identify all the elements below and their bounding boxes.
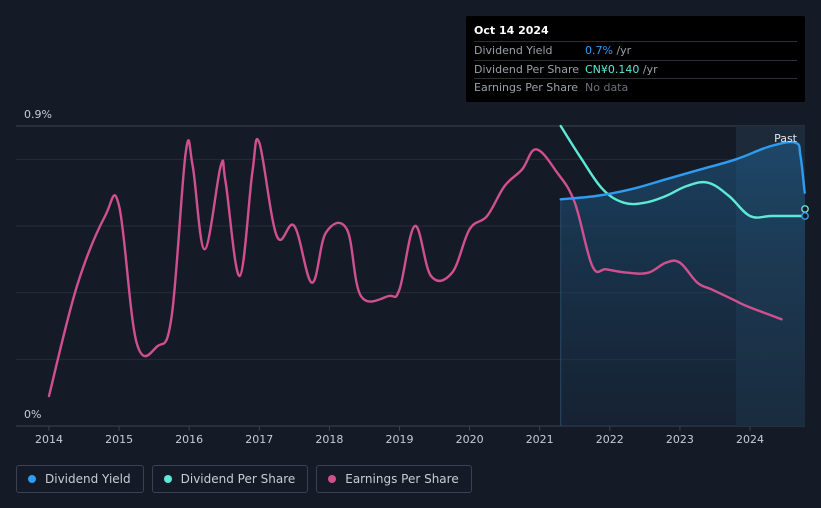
tooltip-value: 0.7% <box>585 44 613 57</box>
legend-label: Dividend Yield <box>45 472 131 486</box>
x-tick-label: 2022 <box>596 433 624 446</box>
legend-item-earnings-per-share[interactable]: Earnings Per Share <box>316 465 472 493</box>
legend: Dividend Yield Dividend Per Share Earnin… <box>16 465 472 493</box>
tooltip-unit: /yr <box>639 62 658 76</box>
tooltip-row-dividend-per-share: Dividend Per Share CN¥0.140 /yr <box>474 59 797 79</box>
x-tick-label: 2024 <box>736 433 764 446</box>
tooltip-value: No data <box>585 81 629 94</box>
x-axis: 2014 2015 2016 2017 2018 2019 2020 2021 2022 2023… <box>35 426 764 446</box>
tooltip-row-dividend-yield: Dividend Yield 0.7% /yr <box>474 41 797 60</box>
series-layer <box>47 124 806 398</box>
legend-dot-icon <box>28 475 36 483</box>
tooltip-value: CN¥0.140 <box>585 62 640 76</box>
x-tick-label: 2014 <box>35 433 63 446</box>
legend-dot-icon <box>328 475 337 483</box>
y-tick-label-top: 0.9% <box>24 108 52 121</box>
series-line-dividend-per-share <box>559 124 806 219</box>
tooltip-label: Dividend Per Share <box>474 62 580 76</box>
past-label: Past <box>774 132 798 145</box>
tooltip-label: Dividend Yield <box>474 44 553 57</box>
x-tick-label: 2015 <box>105 433 133 446</box>
legend-item-dividend-yield[interactable]: Dividend Yield <box>16 465 144 493</box>
series-line-earnings-per-share <box>47 138 783 398</box>
grid <box>16 125 805 427</box>
x-tick-label: 2020 <box>456 433 484 446</box>
x-tick-label: 2016 <box>175 433 203 446</box>
x-tick-label: 2021 <box>526 433 554 446</box>
legend-label: Earnings Per Share <box>345 472 459 486</box>
legend-dot-icon <box>163 475 172 483</box>
x-tick-label: 2018 <box>315 433 343 446</box>
series-line-dividend-yield <box>559 140 806 201</box>
dividend-yield-marker <box>801 212 809 220</box>
x-tick-label: 2019 <box>386 433 414 446</box>
dividend-per-share-marker <box>801 205 809 213</box>
x-tick-label: 2023 <box>666 433 694 446</box>
x-tick-label: 2017 <box>245 433 273 446</box>
legend-label: Dividend Per Share <box>180 472 296 486</box>
legend-item-dividend-per-share[interactable]: Dividend Per Share <box>151 465 309 493</box>
end-markers <box>801 205 809 220</box>
tooltip-date: Oct 14 2024 <box>474 24 549 37</box>
tooltip-label: Earnings Per Share <box>474 81 579 94</box>
hover-tooltip: Oct 14 2024 Dividend Yield 0.7% /yr Divi… <box>466 16 805 102</box>
tooltip-row-earnings-per-share: Earnings Per Share No data <box>474 78 797 97</box>
y-tick-label-bottom: 0% <box>24 408 41 421</box>
tooltip-unit: /yr <box>612 44 632 57</box>
